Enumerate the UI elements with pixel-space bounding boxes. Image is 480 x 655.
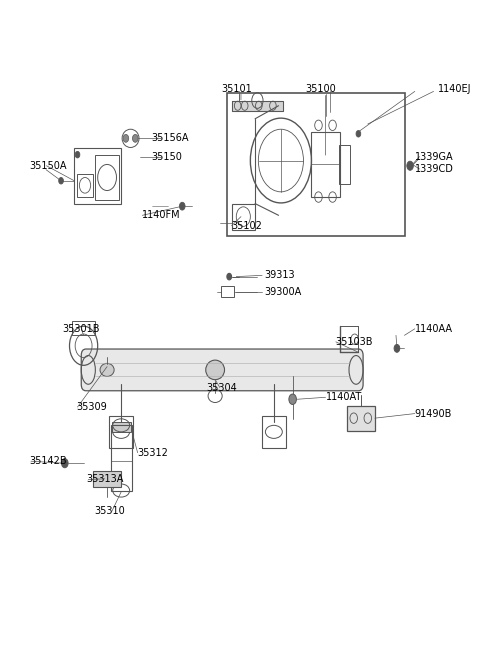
Text: 35100: 35100: [305, 84, 336, 94]
Text: 35309: 35309: [76, 402, 108, 412]
Circle shape: [289, 394, 296, 404]
Bar: [227, 93, 406, 236]
FancyBboxPatch shape: [93, 471, 121, 487]
Polygon shape: [231, 100, 283, 111]
Text: 35156A: 35156A: [152, 134, 189, 143]
Circle shape: [227, 273, 231, 280]
Circle shape: [407, 161, 413, 170]
Text: 35101: 35101: [221, 84, 252, 94]
Text: 35150: 35150: [152, 151, 182, 162]
Text: 1339GA: 1339GA: [415, 151, 454, 162]
Circle shape: [123, 134, 129, 142]
Text: 35102: 35102: [231, 221, 263, 231]
Circle shape: [356, 130, 361, 137]
Circle shape: [132, 134, 138, 142]
Ellipse shape: [206, 360, 225, 380]
Text: 35310: 35310: [94, 506, 125, 516]
Text: 1140AT: 1140AT: [325, 392, 362, 402]
Text: 91490B: 91490B: [415, 409, 452, 419]
Text: 39313: 39313: [264, 271, 295, 280]
FancyBboxPatch shape: [112, 422, 131, 432]
Text: 1339CD: 1339CD: [415, 164, 454, 174]
Text: 35304: 35304: [207, 383, 238, 392]
Circle shape: [180, 202, 185, 210]
Text: 1140FM: 1140FM: [142, 210, 181, 220]
Text: 35103B: 35103B: [335, 337, 372, 347]
Text: 35142B: 35142B: [30, 456, 67, 466]
Circle shape: [75, 151, 80, 158]
Circle shape: [59, 178, 63, 184]
Text: 35312: 35312: [138, 448, 168, 458]
Text: 35150A: 35150A: [30, 160, 67, 171]
FancyBboxPatch shape: [347, 405, 375, 430]
Text: 1140AA: 1140AA: [415, 324, 453, 334]
Text: 35301B: 35301B: [62, 324, 100, 334]
Ellipse shape: [100, 364, 114, 377]
Text: 1140EJ: 1140EJ: [438, 84, 472, 94]
Circle shape: [394, 345, 400, 352]
Text: 35313A: 35313A: [86, 474, 123, 485]
FancyBboxPatch shape: [81, 349, 363, 391]
Circle shape: [61, 458, 68, 468]
Text: 39300A: 39300A: [264, 287, 302, 297]
